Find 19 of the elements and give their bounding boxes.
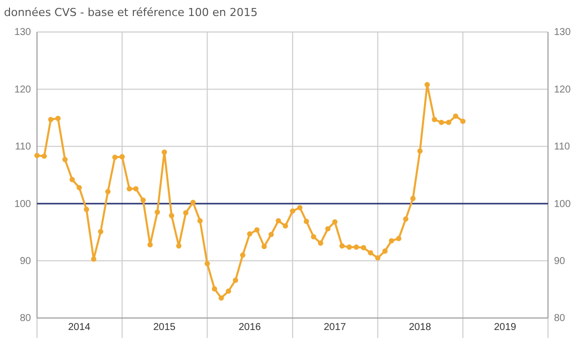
x-tick-label: 2015 <box>153 322 176 334</box>
x-tick-label: 2017 <box>324 322 346 334</box>
y2-tick-label: 110 <box>554 142 570 153</box>
y-tick-label: 80 <box>20 313 32 324</box>
y-tick-label: 100 <box>14 198 32 210</box>
y2-tick-label: 120 <box>554 84 572 96</box>
chart-title: données CVS - base et référence 100 en 2015 <box>4 6 258 19</box>
x-tick-label: 2019 <box>494 322 517 334</box>
x-tick-label: 2014 <box>68 322 91 334</box>
y-tick-label: 120 <box>14 84 32 96</box>
y-tick-label: 130 <box>14 27 32 38</box>
y2-tick-label: 100 <box>554 198 572 210</box>
y-tick-label: 110 <box>15 142 32 153</box>
y2-tick-label: 80 <box>554 313 566 324</box>
y2-tick-label: 130 <box>554 27 572 38</box>
y2-tick-label: 90 <box>554 256 566 267</box>
y-tick-label: 90 <box>20 256 32 267</box>
x-tick-label: 2016 <box>238 322 262 334</box>
x-tick-label: 2018 <box>408 322 432 334</box>
